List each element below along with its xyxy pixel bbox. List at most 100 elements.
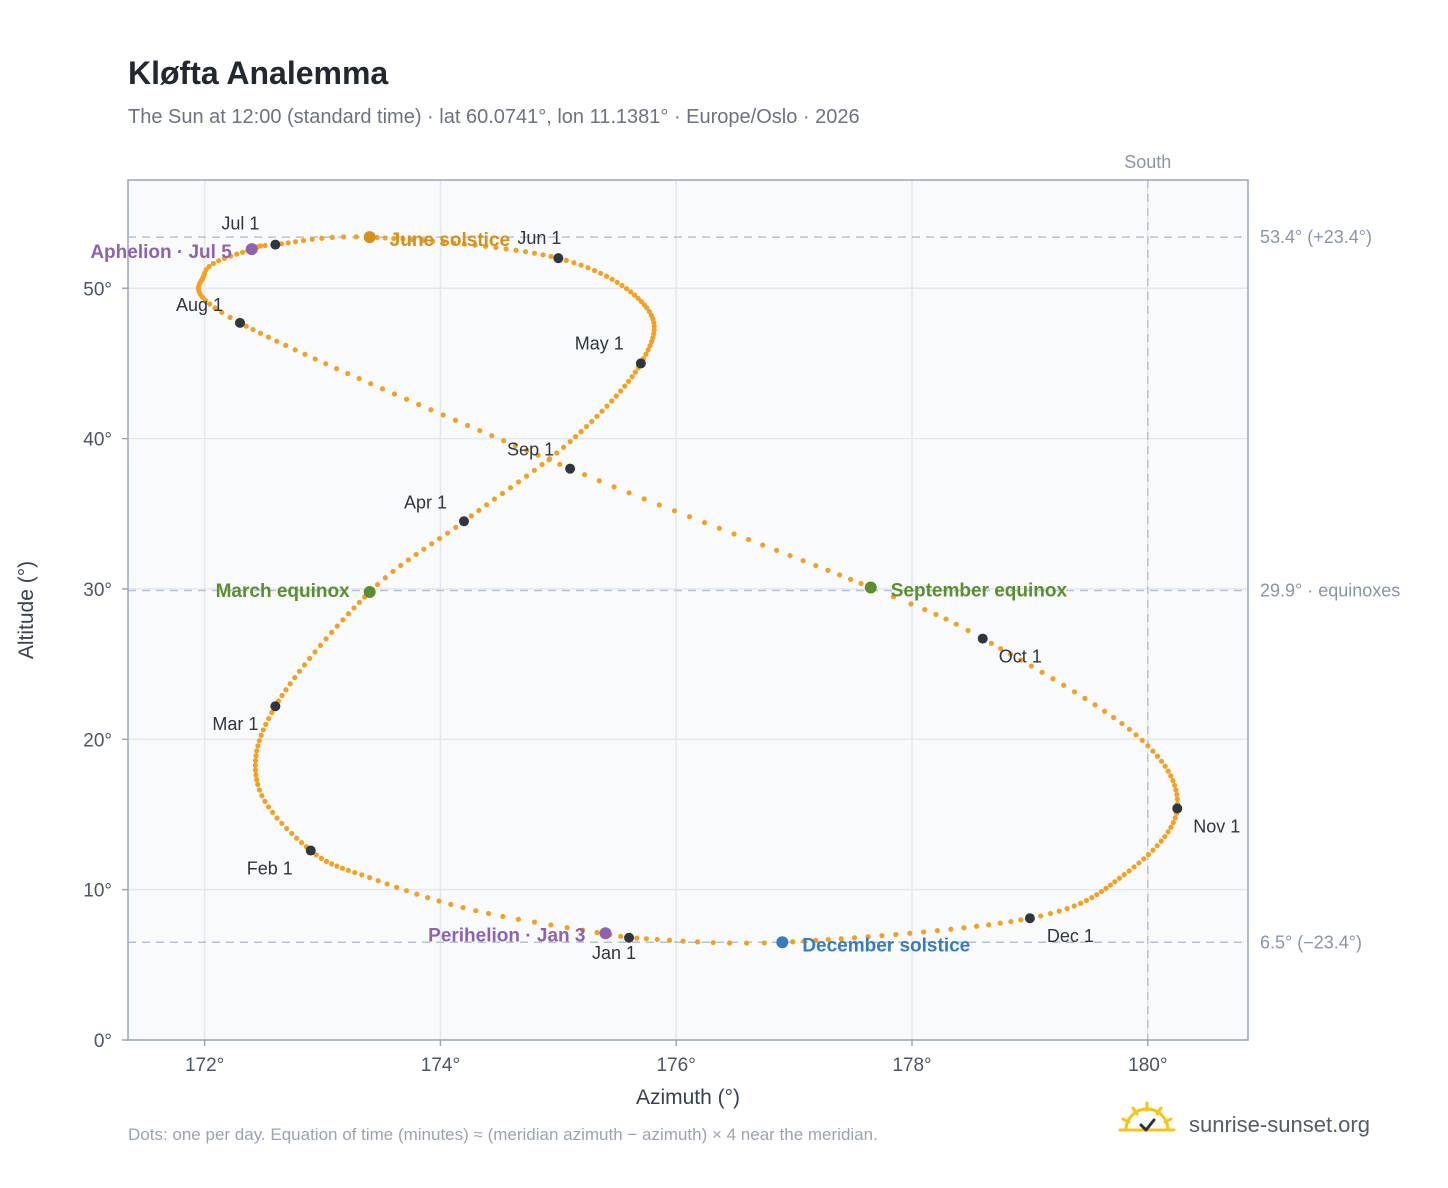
daily-sun-dot (578, 262, 584, 268)
daily-sun-dot (309, 236, 315, 242)
plot-frame (127, 179, 1249, 1041)
event-marker (599, 927, 612, 940)
daily-sun-dot (429, 541, 435, 547)
daily-sun-dot (468, 513, 474, 519)
daily-sun-dot (890, 594, 897, 600)
daily-sun-dot (629, 374, 635, 380)
reference-label: 53.4° (+23.4°) (1260, 227, 1372, 247)
daily-sun-dot (499, 490, 506, 497)
month-label: Sep 1 (507, 440, 554, 460)
daily-sun-dot (838, 936, 844, 942)
daily-sun-dot (540, 252, 546, 258)
daily-sun-dot (564, 925, 570, 931)
daily-sun-dot (390, 568, 396, 575)
daily-sun-dot (1126, 868, 1132, 874)
daily-sun-dot (635, 295, 641, 301)
daily-sun-dot (1154, 843, 1160, 849)
daily-sun-dot (430, 238, 436, 244)
daily-sun-dot (1145, 851, 1152, 858)
y-tick-label: 30° (83, 580, 112, 601)
daily-sun-dot (285, 240, 291, 246)
daily-sun-dot (345, 370, 351, 377)
daily-sun-dot (1119, 720, 1125, 727)
event-label: June solstice (390, 230, 510, 251)
daily-sun-dot (523, 473, 530, 479)
daily-sun-dot (825, 567, 831, 573)
month-marker (1024, 913, 1035, 924)
daily-sun-dot (1098, 888, 1105, 895)
daily-sun-dot (922, 606, 928, 613)
daily-sun-dot (258, 732, 264, 739)
event-label: Aphelion · Jul 5 (90, 242, 232, 263)
daily-sun-dot (609, 276, 615, 282)
daily-sun-dot (477, 427, 483, 434)
daily-sun-dot (1150, 748, 1156, 754)
month-label: Apr 1 (404, 492, 447, 512)
daily-sun-dot (710, 939, 716, 946)
daily-sun-dot (557, 461, 563, 467)
event-marker (363, 585, 376, 598)
daily-sun-dot (472, 242, 478, 248)
daily-sun-dot (1101, 708, 1108, 714)
daily-sun-dot (598, 270, 604, 276)
daily-sun-dot (594, 929, 600, 936)
daily-sun-dot (618, 388, 624, 394)
daily-sun-dot (680, 938, 686, 944)
daily-sun-dot (393, 884, 400, 890)
daily-sun-dot (452, 417, 459, 423)
daily-sun-dot (425, 895, 431, 901)
daily-sun-dot (279, 692, 285, 699)
daily-sun-dot (227, 314, 233, 320)
daily-sun-dot (647, 343, 653, 349)
daily-sun-dot (934, 928, 940, 934)
daily-sun-dot (614, 279, 620, 285)
daily-sun-dot (787, 552, 793, 559)
month-marker (553, 253, 564, 264)
daily-sun-dot (334, 863, 340, 869)
daily-sun-dot (253, 753, 259, 759)
daily-sun-dot (501, 438, 507, 444)
daily-sun-dot (451, 240, 457, 246)
daily-sun-dot (254, 748, 260, 754)
daily-sun-dot (254, 777, 260, 783)
daily-sun-dot (345, 867, 351, 873)
daily-sun-dot (1170, 819, 1176, 826)
daily-sun-dot (535, 452, 541, 458)
event-label: December solstice (802, 935, 970, 956)
daily-sun-dot (253, 772, 259, 778)
daily-sun-dot (1121, 872, 1127, 878)
daily-sun-dot (260, 727, 266, 733)
daily-sun-dot (400, 236, 406, 242)
daily-sun-dot (292, 239, 299, 245)
daily-sun-dot (619, 282, 625, 289)
daily-sun-dot (1172, 815, 1178, 821)
daily-sun-dot (997, 920, 1003, 926)
daily-sun-dot (382, 575, 388, 581)
daily-sun-dot (726, 940, 733, 946)
daily-sun-dot (1162, 833, 1168, 840)
daily-sun-dot (374, 234, 380, 241)
daily-sun-dot (1028, 663, 1034, 669)
daily-sun-dot (1116, 875, 1123, 881)
daily-sun-dot (1168, 824, 1174, 830)
daily-sun-dot (461, 241, 467, 247)
reference-label: 6.5° (−23.4°) (1260, 932, 1362, 952)
daily-sun-dot (641, 496, 647, 502)
daily-sun-dot (300, 237, 307, 244)
daily-sun-dot (263, 721, 269, 727)
daily-sun-dot (256, 738, 262, 744)
daily-sun-dot (298, 840, 305, 846)
daily-sun-dot (279, 820, 285, 826)
daily-sun-dot (745, 536, 752, 543)
y-tick-label: 20° (83, 730, 112, 751)
daily-sun-dot (907, 930, 913, 936)
daily-sun-dot (359, 872, 365, 878)
daily-sun-dot (548, 253, 554, 260)
daily-sun-dot (262, 242, 268, 249)
daily-sun-dot (491, 496, 498, 502)
daily-sun-dot (649, 339, 655, 345)
sun-logo-icon (1118, 1101, 1176, 1132)
daily-sun-dot (493, 244, 499, 251)
daily-sun-dot (1107, 882, 1114, 888)
daily-sun-dot (578, 429, 584, 435)
